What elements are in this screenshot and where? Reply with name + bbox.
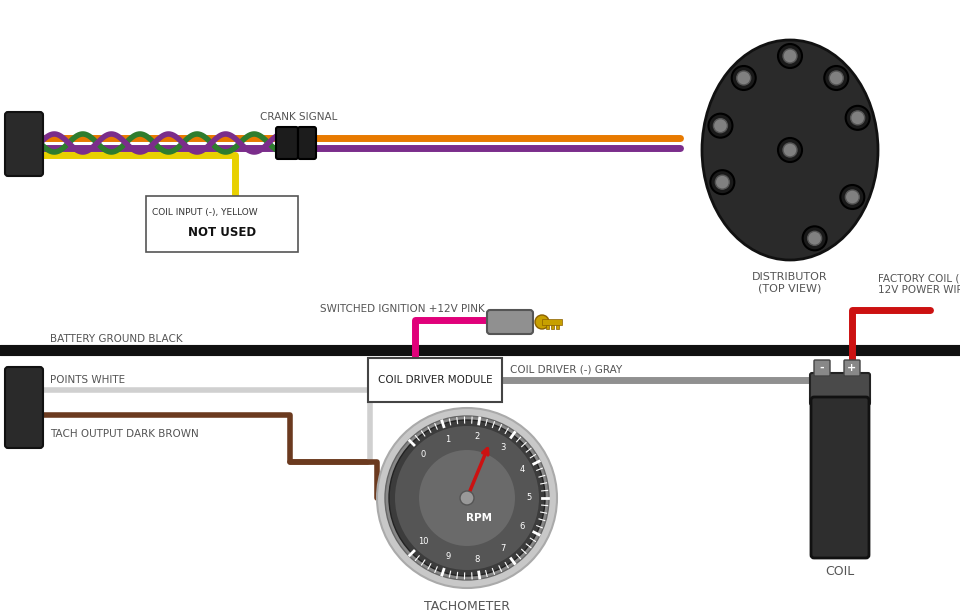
Circle shape: [710, 170, 734, 194]
FancyBboxPatch shape: [5, 112, 43, 176]
Bar: [542, 319, 562, 325]
Bar: [546, 325, 549, 329]
Circle shape: [708, 113, 732, 138]
Text: 6: 6: [519, 522, 525, 531]
FancyBboxPatch shape: [368, 358, 502, 402]
Circle shape: [846, 190, 859, 204]
Circle shape: [778, 138, 802, 162]
FancyBboxPatch shape: [298, 127, 316, 159]
Text: 9: 9: [445, 552, 450, 562]
Text: CRANK SIGNAL: CRANK SIGNAL: [260, 112, 337, 122]
Circle shape: [419, 450, 515, 546]
Circle shape: [783, 143, 797, 157]
Text: 8: 8: [474, 555, 479, 564]
Circle shape: [389, 420, 545, 576]
Text: SWITCHED IGNITION +12V PINK: SWITCHED IGNITION +12V PINK: [320, 304, 485, 314]
Text: POINTS WHITE: POINTS WHITE: [50, 375, 125, 385]
Circle shape: [778, 44, 802, 68]
Circle shape: [385, 416, 549, 580]
Text: COIL: COIL: [826, 565, 854, 578]
FancyBboxPatch shape: [810, 373, 870, 405]
Circle shape: [783, 49, 797, 63]
Text: TACH OUTPUT DARK BROWN: TACH OUTPUT DARK BROWN: [50, 429, 199, 439]
Circle shape: [851, 111, 865, 125]
Text: RPM: RPM: [466, 513, 492, 523]
Circle shape: [713, 119, 728, 132]
Bar: [551, 325, 554, 329]
FancyBboxPatch shape: [276, 127, 298, 159]
FancyBboxPatch shape: [844, 360, 860, 376]
Circle shape: [803, 226, 827, 250]
Text: 0: 0: [420, 450, 426, 459]
Circle shape: [535, 315, 549, 329]
Circle shape: [825, 66, 849, 90]
Text: NOT USED: NOT USED: [188, 226, 256, 238]
Text: FACTORY COIL (+)
12V POWER WIRE: FACTORY COIL (+) 12V POWER WIRE: [878, 273, 960, 295]
FancyBboxPatch shape: [146, 196, 298, 252]
Bar: [556, 325, 559, 329]
Circle shape: [846, 106, 870, 130]
Circle shape: [395, 426, 539, 570]
Circle shape: [807, 231, 822, 245]
Text: BATTERY GROUND BLACK: BATTERY GROUND BLACK: [50, 334, 182, 344]
Text: +: +: [848, 363, 856, 373]
Text: TACHOMETER: TACHOMETER: [424, 600, 510, 613]
Text: 1: 1: [445, 435, 450, 444]
Text: 10: 10: [418, 538, 428, 546]
Circle shape: [732, 66, 756, 90]
Circle shape: [715, 175, 730, 189]
Text: 3: 3: [501, 443, 506, 452]
Text: -: -: [820, 363, 825, 373]
FancyBboxPatch shape: [487, 310, 533, 334]
Text: COIL INPUT (-), YELLOW: COIL INPUT (-), YELLOW: [152, 208, 257, 217]
Ellipse shape: [702, 40, 878, 260]
Text: DISTRIBUTOR
(TOP VIEW): DISTRIBUTOR (TOP VIEW): [753, 272, 828, 294]
FancyBboxPatch shape: [814, 360, 830, 376]
Text: 2: 2: [474, 432, 479, 441]
Text: 4: 4: [519, 465, 525, 474]
Circle shape: [840, 185, 864, 209]
Circle shape: [460, 491, 474, 505]
Text: COIL DRIVER (-) GRAY: COIL DRIVER (-) GRAY: [510, 364, 622, 374]
Text: 7: 7: [501, 544, 506, 553]
Text: 5: 5: [526, 493, 532, 503]
Circle shape: [736, 71, 751, 85]
FancyBboxPatch shape: [811, 397, 869, 558]
Circle shape: [377, 408, 557, 588]
Text: COIL DRIVER MODULE: COIL DRIVER MODULE: [377, 375, 492, 385]
Circle shape: [829, 71, 843, 85]
FancyBboxPatch shape: [5, 367, 43, 448]
